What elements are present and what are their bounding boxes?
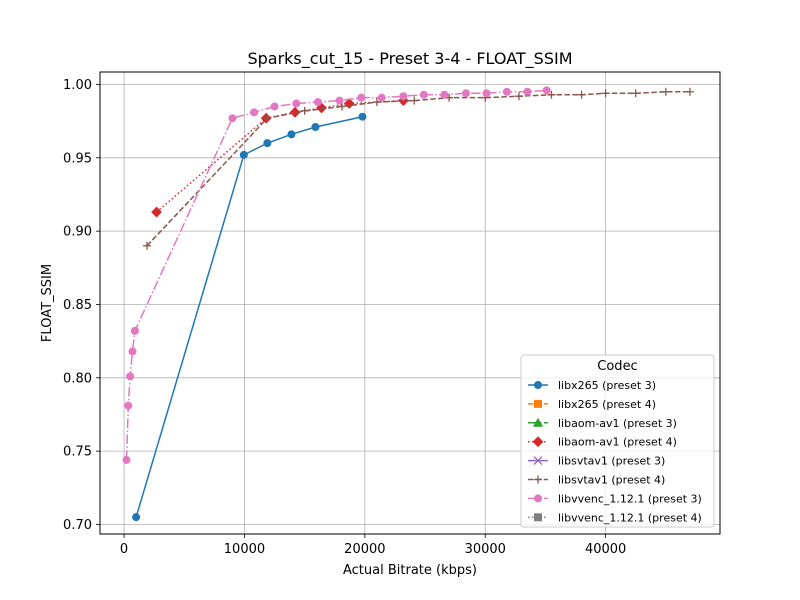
legend-label: libvvenc_1.12.1 (preset 3)	[558, 492, 702, 505]
y-tick-label: 0.95	[63, 151, 92, 166]
data-point-marker	[126, 372, 135, 381]
y-tick-label: 1.00	[63, 78, 92, 93]
data-point-marker	[533, 417, 543, 427]
x-axis-label: Actual Bitrate (kbps)	[343, 563, 477, 578]
data-point-marker	[142, 241, 151, 250]
data-point-marker	[534, 494, 542, 503]
y-tick-label: 0.75	[63, 445, 92, 460]
data-point-marker	[289, 106, 301, 118]
series-line	[135, 115, 363, 518]
data-point-marker	[337, 102, 346, 111]
y-axis-label: FLOAT_SSIM	[40, 264, 55, 342]
data-point-marker	[250, 108, 259, 117]
data-point-marker	[547, 90, 556, 99]
legend: Codec libx265 (preset 3) libx265 (preset 4…	[520, 354, 715, 528]
data-point-marker	[287, 130, 296, 139]
legend-entry: libaom-av1 (preset 3)	[528, 417, 677, 430]
data-point-marker	[228, 114, 237, 123]
data-point-marker	[357, 93, 366, 102]
legend-label: libaom-av1 (preset 4)	[558, 436, 677, 449]
data-point-marker	[534, 475, 542, 484]
data-point-marker	[122, 455, 131, 464]
data-point-marker	[685, 87, 694, 96]
grid	[100, 72, 720, 534]
legend-title: Codec	[597, 359, 637, 374]
plot-area	[122, 86, 694, 522]
data-point-marker	[311, 123, 320, 131]
data-point-marker	[130, 326, 139, 335]
data-point-marker	[239, 150, 248, 159]
legend-entry: libaom-av1 (preset 4)	[528, 436, 677, 449]
data-point-marker	[377, 93, 386, 102]
y-tick-label: 0.85	[63, 298, 92, 313]
data-point-marker	[292, 99, 301, 108]
legend-label: libvvenc_1.12.1 (preset 4)	[558, 511, 702, 524]
legend-label: libsvtav1 (preset 4)	[558, 474, 665, 487]
data-point-marker	[631, 89, 640, 98]
data-point-marker	[132, 513, 141, 522]
x-tick-label: 30000	[465, 542, 506, 557]
data-point-marker	[482, 89, 491, 98]
data-point-marker	[461, 89, 470, 98]
data-point-marker	[534, 399, 542, 408]
data-point-marker	[542, 86, 551, 95]
series-line	[125, 89, 547, 460]
data-point-marker	[534, 513, 542, 522]
axes-frame	[99, 71, 721, 535]
data-point-marker	[270, 102, 279, 111]
series-0	[132, 112, 367, 522]
data-point-marker	[263, 139, 272, 148]
data-point-marker	[523, 87, 532, 96]
data-point-marker	[358, 112, 367, 121]
data-point-marker	[372, 98, 381, 107]
legend-entry: libx265 (preset 3)	[528, 379, 656, 392]
x-tick-label: 40000	[585, 542, 626, 557]
data-point-marker	[313, 98, 322, 107]
data-point-marker	[532, 436, 544, 448]
legend-label: libaom-av1 (preset 3)	[558, 417, 677, 430]
legend-entry: libsvtav1 (preset 3)	[528, 455, 665, 468]
series-line	[146, 91, 690, 247]
legend-box	[520, 354, 715, 528]
data-point-marker	[300, 106, 309, 115]
data-point-marker	[577, 90, 586, 99]
legend-entry: libvvenc_1.12.1 (preset 4)	[528, 511, 702, 524]
data-point-marker	[128, 347, 137, 356]
series-5	[142, 87, 694, 250]
legend-label: libx265 (preset 4)	[558, 398, 656, 411]
x-tick-label: 10000	[224, 542, 265, 557]
x-tick-label: 20000	[344, 542, 385, 557]
data-point-marker	[399, 92, 408, 101]
data-point-marker	[440, 90, 449, 99]
x-axis-ticks: 0 10000 20000 30000 40000	[120, 534, 626, 557]
legend-entry: libsvtav1 (preset 4)	[528, 474, 665, 487]
chart-title: Sparks_cut_15 - Preset 3-4 - FLOAT_SSIM	[247, 49, 572, 69]
data-point-marker	[661, 87, 670, 96]
data-point-marker	[335, 96, 344, 105]
y-axis-ticks: 0.70 0.75 0.80 0.85 0.90 0.95 1.00	[63, 78, 100, 533]
data-point-marker	[124, 401, 133, 410]
data-point-marker	[533, 456, 543, 466]
legend-entry: libvvenc_1.12.1 (preset 3)	[528, 492, 702, 505]
data-point-marker	[419, 90, 428, 99]
legend-entry: libx265 (preset 4)	[528, 398, 656, 411]
data-point-marker	[514, 92, 523, 101]
data-point-marker	[263, 114, 272, 123]
y-tick-label: 0.90	[63, 225, 92, 240]
series-6	[122, 86, 551, 464]
y-tick-label: 0.70	[63, 518, 92, 533]
data-point-marker	[502, 87, 511, 96]
x-tick-label: 0	[120, 542, 128, 557]
data-point-marker	[601, 89, 610, 98]
y-tick-label: 0.80	[63, 371, 92, 386]
data-point-marker	[151, 206, 162, 218]
legend-label: libx265 (preset 3)	[558, 379, 656, 392]
series-line	[156, 99, 404, 213]
data-point-marker	[410, 96, 419, 105]
legend-label: libsvtav1 (preset 3)	[558, 455, 665, 468]
data-point-marker	[534, 381, 542, 389]
